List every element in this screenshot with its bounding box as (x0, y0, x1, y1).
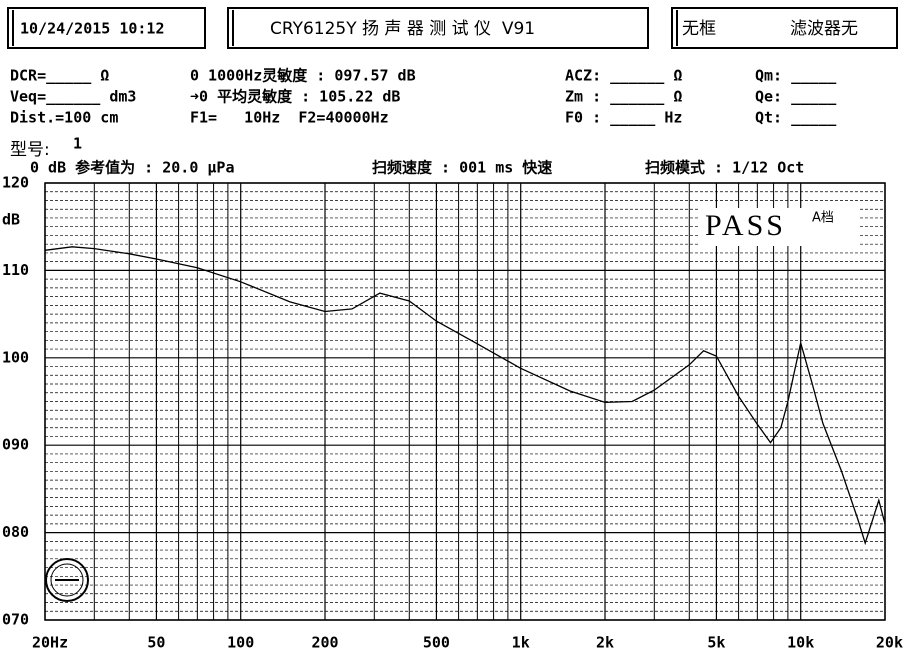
logo (45, 558, 89, 602)
x-tick-label: 100 (227, 634, 254, 652)
pass-annotation: PASS (705, 209, 786, 242)
reference: 0 dB 参考值为 : 20.0 μPa (30, 159, 235, 177)
y-axis-label: dB (2, 211, 20, 229)
readout: ➜0 平均灵敏度 : 105.22 dB (190, 88, 400, 106)
pass-box (700, 208, 860, 246)
x-tick-label: 20k (876, 634, 903, 652)
pass-note: A档 (812, 211, 834, 226)
response-curve (44, 246, 886, 546)
y-tick-label: 080 (2, 523, 29, 541)
readout: Zm : ______ Ω (565, 88, 682, 106)
y-tick-label: 120 (2, 174, 29, 192)
x-tick-label: 1k (512, 634, 530, 652)
x-tick-label: 2k (596, 634, 614, 652)
model-label: 型号: (10, 140, 50, 160)
plot-frame (44, 182, 886, 621)
readout: ACZ: ______ Ω (565, 67, 682, 85)
x-tick-label: 200 (311, 634, 338, 652)
datetime: 10/24/2015 10:12 (20, 20, 165, 38)
frame: 无框 (682, 19, 716, 39)
readout: DCR=_____ Ω (10, 67, 109, 85)
x-tick-label: 50 (147, 634, 165, 652)
readout: F0 : _____ Hz (565, 109, 682, 127)
readout: Qe: _____ (755, 88, 837, 106)
x-tick-label: 10k (787, 634, 814, 652)
readout: Dist.=100 cm (10, 109, 118, 127)
device-title: CRY6125Y 扬 声 器 测 试 仪 V91 (270, 19, 535, 39)
x-tick-label: 500 (423, 634, 450, 652)
readout: Veq=______ dm3 (10, 88, 136, 106)
filter: 滤波器无 (790, 19, 858, 39)
sweep-speed: 扫频速度 : 001 ms 快速 (372, 159, 552, 177)
header-boxes (7, 7, 898, 49)
y-tick-label: 070 (2, 611, 29, 629)
readout: Qm: _____ (755, 67, 837, 85)
readout: Qt: _____ (755, 109, 837, 127)
sweep-mode: 扫频模式 : 1/12 Oct (645, 159, 804, 177)
model-value: 1 (73, 135, 82, 153)
readout: 0 1000Hz灵敏度 : 097.57 dB (190, 67, 416, 85)
y-tick-label: 090 (2, 436, 29, 454)
x-tick-label: 20Hz (32, 634, 68, 652)
y-tick-label: 100 (2, 348, 29, 366)
x-tick-label: 5k (707, 634, 725, 652)
y-tick-label: 110 (2, 261, 29, 279)
readout: F1= 10Hz F2=40000Hz (190, 109, 389, 127)
